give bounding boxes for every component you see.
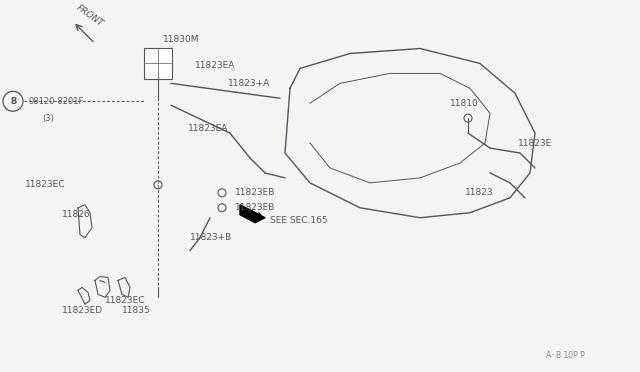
- Text: 11823ED: 11823ED: [62, 306, 103, 315]
- Text: B: B: [10, 97, 16, 106]
- Text: 11810: 11810: [450, 99, 479, 108]
- FancyBboxPatch shape: [144, 48, 172, 79]
- Text: 11823+B: 11823+B: [190, 233, 232, 242]
- Text: 11830M: 11830M: [163, 35, 200, 44]
- Text: 11823+A: 11823+A: [228, 79, 270, 88]
- Text: 11823EA: 11823EA: [188, 124, 228, 133]
- Text: SEE SEC.165: SEE SEC.165: [270, 216, 328, 225]
- Text: (3): (3): [42, 114, 54, 123]
- Text: 11835: 11835: [122, 306, 151, 315]
- Polygon shape: [240, 205, 265, 223]
- Text: 11826: 11826: [62, 210, 91, 219]
- Text: 11823EB: 11823EB: [235, 203, 275, 212]
- Text: 08120-8201F: 08120-8201F: [28, 97, 83, 106]
- Text: 11823E: 11823E: [518, 138, 552, 148]
- Text: 11823: 11823: [465, 188, 493, 197]
- Text: A··B 10P P: A··B 10P P: [547, 351, 585, 360]
- Text: 11823EC: 11823EC: [105, 296, 145, 305]
- Text: FRONT: FRONT: [75, 3, 105, 28]
- Text: 11823EA: 11823EA: [195, 61, 236, 70]
- Text: 11823EC: 11823EC: [24, 180, 65, 189]
- Text: 11823EB: 11823EB: [235, 188, 275, 197]
